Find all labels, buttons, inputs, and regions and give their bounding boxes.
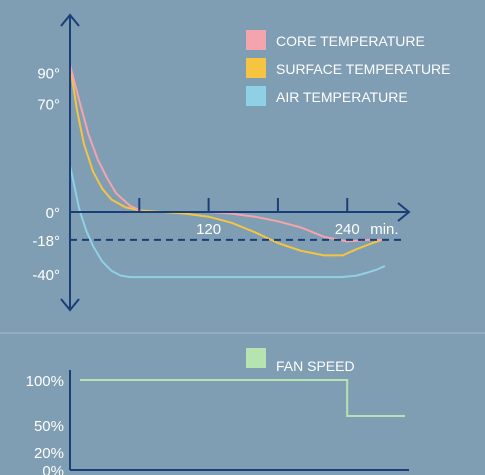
fan-y-tick-label-100: 100%: [26, 373, 64, 390]
temperature-tick-labels: 120 240 min. 90° 70° 0° -18° -40°: [32, 66, 398, 285]
air-temperature-line: [69, 164, 386, 279]
x-tick-label-120: 120: [196, 221, 221, 238]
fan-speed-tick-labels: 100% 50% 20%0%: [26, 373, 64, 475]
temperature-legend: CORE TEMPERATURE SURFACE TEMPERATURE AIR T…: [246, 30, 451, 106]
fan-y-tick-label-50: 50%: [34, 418, 64, 435]
fan-speed-legend-label: FAN SPEED: [276, 358, 355, 374]
y-axis-top-arrow: [60, 13, 80, 27]
core-temperature-legend-swatch: [246, 30, 266, 50]
x-axis-arrow: [397, 202, 411, 222]
x-unit-label: min.: [370, 221, 398, 238]
temperature-axes: [60, 13, 411, 312]
y-tick-label-18: -18°: [32, 233, 60, 250]
air-temperature-legend-swatch: [246, 86, 266, 106]
fan-y-tick-label-0: 0%: [42, 463, 64, 475]
fan-y-tick-label-20: 20%: [34, 445, 64, 462]
surface-temperature-line: [69, 63, 383, 257]
air-temperature-legend-label: AIR TEMPERATURE: [276, 89, 408, 105]
fan-speed-legend: FAN SPEED: [246, 348, 355, 374]
fan-speed-line: [80, 379, 405, 417]
y-tick-label-0: 0°: [46, 205, 60, 222]
fan-speed-curves: [80, 379, 405, 417]
y-axis-bottom-arrow: [60, 298, 80, 312]
y-tick-label-40: -40°: [32, 267, 60, 284]
fan-speed-axes: [69, 370, 409, 471]
x-tick-label-240: 240: [335, 221, 360, 238]
core-temperature-legend-label: CORE TEMPERATURE: [276, 33, 425, 49]
y-tick-label-70: 70°: [37, 97, 60, 114]
fan-speed-legend-swatch: [246, 348, 266, 368]
surface-temperature-legend-swatch: [246, 58, 266, 78]
surface-temperature-legend-label: SURFACE TEMPERATURE: [276, 61, 451, 77]
y-tick-label-90: 90°: [37, 66, 60, 83]
